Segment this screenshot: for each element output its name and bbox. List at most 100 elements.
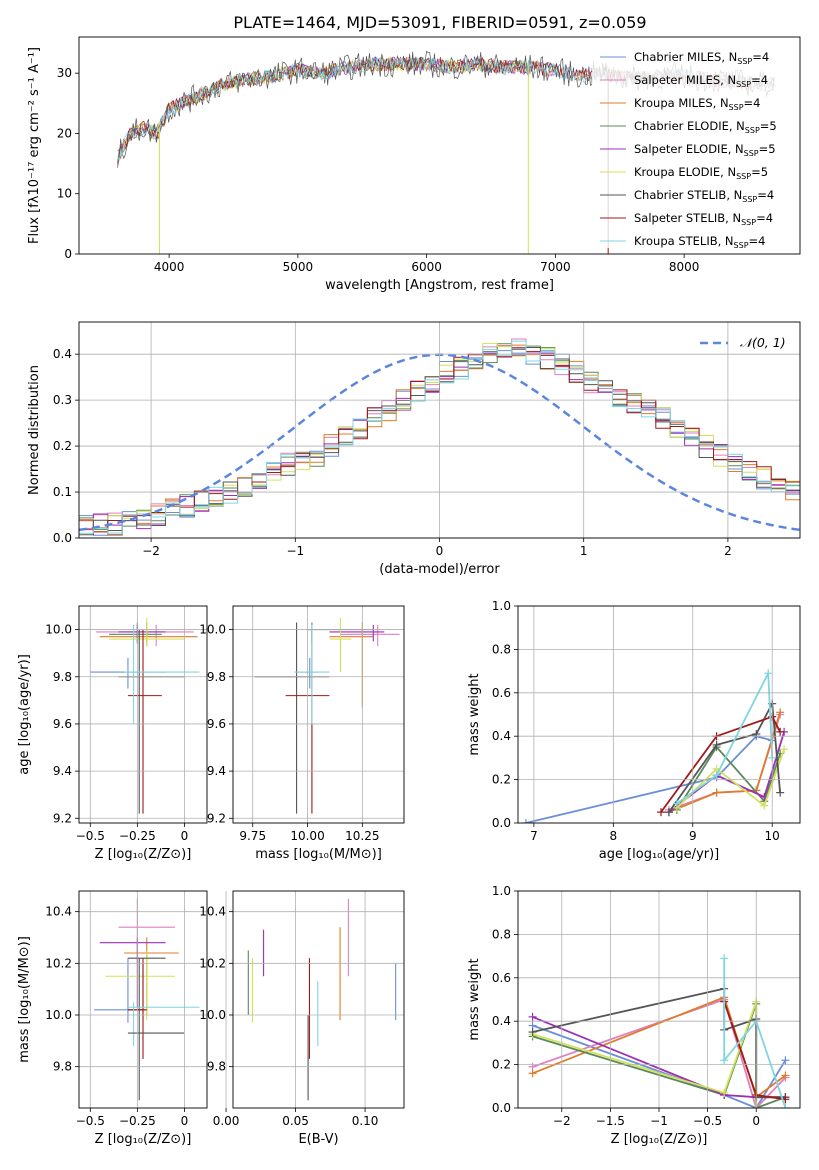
y-tick-label: 10 [57,187,72,201]
y-tick-label: 0.0 [492,816,511,830]
x-axis-label: wavelength [Angstrom, rest frame] [325,278,554,293]
x-tick-label: 0.05 [282,1114,309,1128]
panel-residuals: −2 −1 0 1 2 0.0 0.1 0.2 0.3 0.4 (data-model)/error… [27,321,801,577]
y-tick-label: 9.4 [207,764,226,778]
panel-age_vs_mass: 9.75 10.00 10.25 9.2 9.4 9.6 9.8 10.0 mass [log₁… [199,605,405,862]
y-tick-label: 0.8 [492,642,511,656]
spectrum-legend: Chabrier MILES, NSSP=4 Salpeter MILES, NS… [592,44,796,250]
x-tick-label: 0 [181,829,189,843]
legend-label-kroupa_elodie: Kroupa ELODIE, NSSP=5 [634,165,768,181]
y-axis-label: Flux [fλ10⁻¹⁷ erg cm⁻² s⁻¹ A⁻¹] [27,47,42,244]
weight-line-chabrier_miles [532,1024,787,1108]
x-tick-label: 0.10 [352,1114,379,1128]
weight-point-kroupa_stelib [672,799,681,808]
x-tick-label: −0.5 [76,829,105,843]
weight-line-chabrier_miles [525,735,773,823]
panel-age_vs_Z: −0.5 −0.25 0 9.2 9.4 9.6 9.8 10.0 Z [log₁₀(Z/Z⊙)… [17,605,208,862]
x-tick-label: −2 [553,1114,571,1128]
y-tick-label: 10.2 [45,956,72,970]
x-tick-label: 1 [580,544,588,558]
x-tick-label: −1 [286,544,304,558]
x-axis-label: Z [log₁₀(Z/Z⊙)] [95,1132,192,1147]
weight-point-chabrier_miles [521,819,530,823]
axes-frame [232,605,405,824]
y-axis-label: mass weight [467,673,482,755]
weight-point-chabrier_stelib [528,1028,537,1037]
legend-label-kroupa_stelib: Kroupa STELIB, NSSP=4 [634,234,765,250]
x-tick-label: −0.25 [119,1114,156,1128]
x-tick-label: 0.00 [213,1114,240,1128]
x-tick-label: 10.25 [345,829,379,843]
y-tick-label: 0.2 [53,439,72,453]
y-tick-label: 9.8 [53,670,72,684]
x-tick-label: −0.5 [693,1114,722,1128]
x-tick-label: 9 [689,829,697,843]
x-tick-label: 10.00 [290,829,324,843]
weight-point-chabrier_stelib [752,730,761,739]
x-tick-label: −1 [650,1114,668,1128]
x-tick-label: 0 [436,544,444,558]
y-tick-label: 0.2 [492,1058,511,1072]
axes-frame [78,605,208,824]
y-tick-label: 9.8 [207,1060,226,1074]
plot-area [528,954,790,1108]
y-tick-label: 0.3 [53,393,72,407]
plot-area [254,617,400,814]
panel-mass_weight_vs_age: 7 8 9 10 0.0 0.2 0.4 0.6 0.8 1.0 age [log₁₀(age/yr… [467,599,801,862]
weight-line-chabrier_stelib [532,987,786,1099]
y-tick-label: 0 [64,247,72,261]
x-tick-label: 6000 [411,260,442,274]
x-tick-label: 8000 [669,260,700,274]
x-tick-label: 4000 [154,260,185,274]
y-tick-label: 0.6 [492,971,511,985]
y-tick-label: 9.4 [53,764,72,778]
weight-point-kroupa_miles [776,708,785,717]
weight-point-kroupa_stelib [781,1104,790,1108]
x-tick-label: 10 [765,829,780,843]
y-tick-label: 0.6 [492,686,511,700]
weight-point-kroupa_miles [781,1071,790,1080]
y-tick-label: 9.6 [53,717,72,731]
x-tick-label: 7 [530,829,538,843]
axes-frame [78,321,801,539]
y-tick-label: 1.0 [492,599,511,613]
figure-title: PLATE=1464, MJD=53091, FIBERID=0591, z=0… [233,13,646,32]
panel-mass_vs_ebv: 0.00 0.05 0.10 9.8 10.0 10.2 10.4 E(B-V) [199,890,405,1147]
legend-label-normal: 𝒩(0, 1) [740,335,786,350]
spectrum-line-chabrier_elodie [117,57,529,158]
y-tick-label: 1.0 [492,884,511,898]
weight-point-salpeter_elodie [528,1012,537,1021]
y-tick-label: 0.4 [492,1014,511,1028]
weight-point-salpeter_stelib [776,727,785,736]
weight-point-chabrier_stelib [664,808,673,817]
x-tick-label: 0 [752,1114,760,1128]
x-tick-label: −0.5 [76,1114,105,1128]
axes-frame [232,890,405,1109]
weight-line-salpeter_miles [532,998,787,1108]
y-tick-label: 0.0 [53,531,72,545]
weight-point-kroupa_elodie [720,1088,729,1097]
y-tick-label: 0.4 [492,729,511,743]
y-tick-label: 0.2 [492,773,511,787]
y-tick-label: 10.4 [199,905,226,919]
weight-line-salpeter_stelib [660,715,781,813]
weight-point-kroupa_elodie [780,745,789,754]
legend-label-chabrier_stelib: Chabrier STELIB, NSSP=4 [634,188,774,204]
x-tick-label: 5000 [283,260,314,274]
y-axis-label: mass weight [467,958,482,1040]
weight-line-kroupa_stelib [676,669,774,805]
y-tick-label: 9.8 [53,1060,72,1074]
axes-frame [78,36,801,255]
x-axis-label: Z [log₁₀(Z/Z⊙)] [611,1132,708,1147]
residuals-legend: 𝒩(0, 1) [700,335,786,350]
x-axis-label: Z [log₁₀(Z/Z⊙)] [95,847,192,862]
x-axis-label: (data-model)/error [379,562,500,577]
legend-box [592,44,796,248]
axes-frame [78,890,208,1109]
legend-label-chabrier_miles: Chabrier MILES, NSSP=4 [634,50,769,66]
x-tick-label: 8 [610,829,618,843]
weight-point-kroupa_miles [712,788,721,797]
x-tick-label: −0.25 [119,829,156,843]
x-tick-label: 2 [724,544,732,558]
